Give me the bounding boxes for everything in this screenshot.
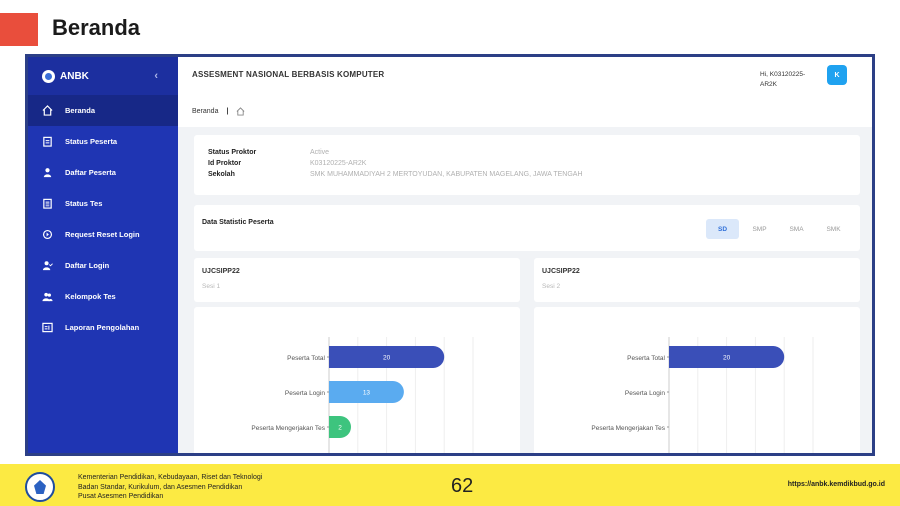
breadcrumb-current[interactable]: Beranda [192,107,219,115]
sidebar-item-label: Request Reset Login [65,230,140,239]
sidebar-item-label: Daftar Peserta [65,168,116,177]
sidebar-item-label: Daftar Login [65,261,110,270]
sidebar-item-label: Status Tes [65,199,103,208]
sidebar-item-label: Status Peserta [65,137,118,146]
info-value: SMK MUHAMMADIYAH 2 MERTOYUDAN, KABUPATEN… [310,171,583,178]
users-icon [42,291,53,302]
statistics-card: Data Statistic Peserta SD SMP SMA SMK [194,205,860,251]
session-label: Sesi 2 [542,283,561,290]
category-label: Peserta Mengerjakan Tes [251,425,325,432]
bar[interactable] [329,381,404,403]
bar[interactable] [329,346,445,368]
footer-line: Badan Standar, Kurikulum, dan Asesmen Pe… [78,483,243,491]
anbk-logo-icon [42,69,55,83]
session-2-chart: Peserta Total 20 Peserta Login Peserta Meng… [534,307,860,453]
footer-line: Kementerian Pendidikan, Kebudayaan, Rise… [78,474,263,481]
category-label: Peserta Total [627,355,665,362]
sidebar-item-kelompok-tes[interactable]: Kelompok Tes [28,281,178,312]
info-key: Id Proktor [208,160,242,167]
bar-value-label: 2 [338,425,342,432]
user-icon [42,167,53,178]
app-title: ASSESMENT NASIONAL BERBASIS KOMPUTER [192,70,385,79]
brand-label: ANBK [60,70,89,82]
statistics-title: Data Statistic Peserta [202,219,274,226]
tab-sd[interactable]: SD [706,219,739,239]
avatar[interactable]: K [827,65,847,85]
footer-line: Pusat Asesmen Pendidikan [78,493,164,500]
session-card-1: UJCSIPP22 Sesi 1 [194,258,520,302]
sidebar-brand[interactable]: ANBK ‹ [28,57,178,95]
breadcrumb: Beranda | [178,95,872,127]
session-label: Sesi 1 [202,283,221,290]
sidebar-item-laporan-pengolahan[interactable]: Laporan Pengolahan [28,312,178,343]
proctor-info-card: Status Proktor Active Id Proktor K031202… [194,135,860,195]
footer-url[interactable]: https://anbk.kemdikbud.go.id [787,481,885,488]
tab-smp[interactable]: SMP [752,225,767,233]
bar-value-label: 20 [383,355,391,362]
page-number: 62 [451,475,474,497]
sidebar: ANBK ‹ Beranda Status Peserta Daftar Peser… [28,57,178,453]
level-tabs: SD SMP SMA SMK [702,219,850,239]
bar-base [329,346,340,368]
session-name: UJCSIPP22 [202,268,240,275]
slide-footer: Kementerian Pendidikan, Kebudayaan, Rise… [0,464,900,506]
category-label: Peserta Login [625,390,665,397]
info-row: Sekolah SMK MUHAMMADIYAH 2 MERTOYUDAN, K… [208,169,860,180]
tab-smk[interactable]: SMK [826,225,841,233]
slide-title: Beranda [52,15,141,40]
info-value: K03120225-AR2K [310,160,367,167]
bar[interactable] [669,346,785,368]
tab-sma[interactable]: SMA [789,225,804,233]
kemdikbud-logo-icon [25,472,55,502]
sidebar-item-label: Laporan Pengolahan [65,323,140,332]
bar-base [329,416,340,438]
chevron-left-icon[interactable]: ‹ [154,70,158,82]
session-card-2: UJCSIPP22 Sesi 2 [534,258,860,302]
home-icon [42,105,53,116]
user-check-icon [42,260,53,271]
bar-base [329,381,340,403]
bar-value-label: 20 [723,355,731,362]
sidebar-item-status-peserta[interactable]: Status Peserta [28,126,178,157]
session-name: UJCSIPP22 [542,268,580,275]
sidebar-item-request-reset-login[interactable]: Request Reset Login [28,219,178,250]
sidebar-item-daftar-login[interactable]: Daftar Login [28,250,178,281]
category-label: Peserta Login [285,390,325,397]
session-1-chart: Peserta Total 20 Peserta Login 13 Peserta Me… [194,307,520,453]
info-key: Status Proktor [208,149,257,156]
breadcrumb-separator: | [226,107,229,115]
sidebar-item-status-tes[interactable]: Status Tes [28,188,178,219]
info-value: Active [310,149,330,156]
user-greeting: Hi, K03120225-AR2K [760,71,806,88]
home-icon[interactable] [236,106,245,116]
sidebar-item-label: Beranda [65,106,96,115]
footer-institution: Kementerian Pendidikan, Kebudayaan, Rise… [78,473,262,502]
topbar: ASSESMENT NASIONAL BERBASIS KOMPUTER Hi,… [178,57,872,95]
info-key: Sekolah [208,171,235,178]
sidebar-item-label: Kelompok Tes [65,292,116,301]
category-label: Peserta Mengerjakan Tes [591,425,665,432]
list-icon [42,198,53,209]
app-window: ANBK ‹ Beranda Status Peserta Daftar Peser… [25,54,875,456]
category-label: Peserta Total [287,355,325,362]
info-row: Id Proktor K03120225-AR2K [208,158,860,169]
sidebar-item-daftar-peserta[interactable]: Daftar Peserta [28,157,178,188]
info-row: Status Proktor Active [208,147,860,158]
reset-icon [42,229,53,240]
bar-chart: Peserta Total 20 Peserta Login Peserta Meng… [591,337,814,453]
bar-chart: Peserta Total 20 Peserta Login 13 Peserta Me… [251,337,474,453]
slide-accent-bar [0,13,38,46]
bar-base [669,346,680,368]
report-icon [42,322,53,333]
sidebar-item-beranda[interactable]: Beranda [28,95,178,126]
clipboard-icon [42,136,53,147]
bar-value-label: 13 [363,390,371,397]
